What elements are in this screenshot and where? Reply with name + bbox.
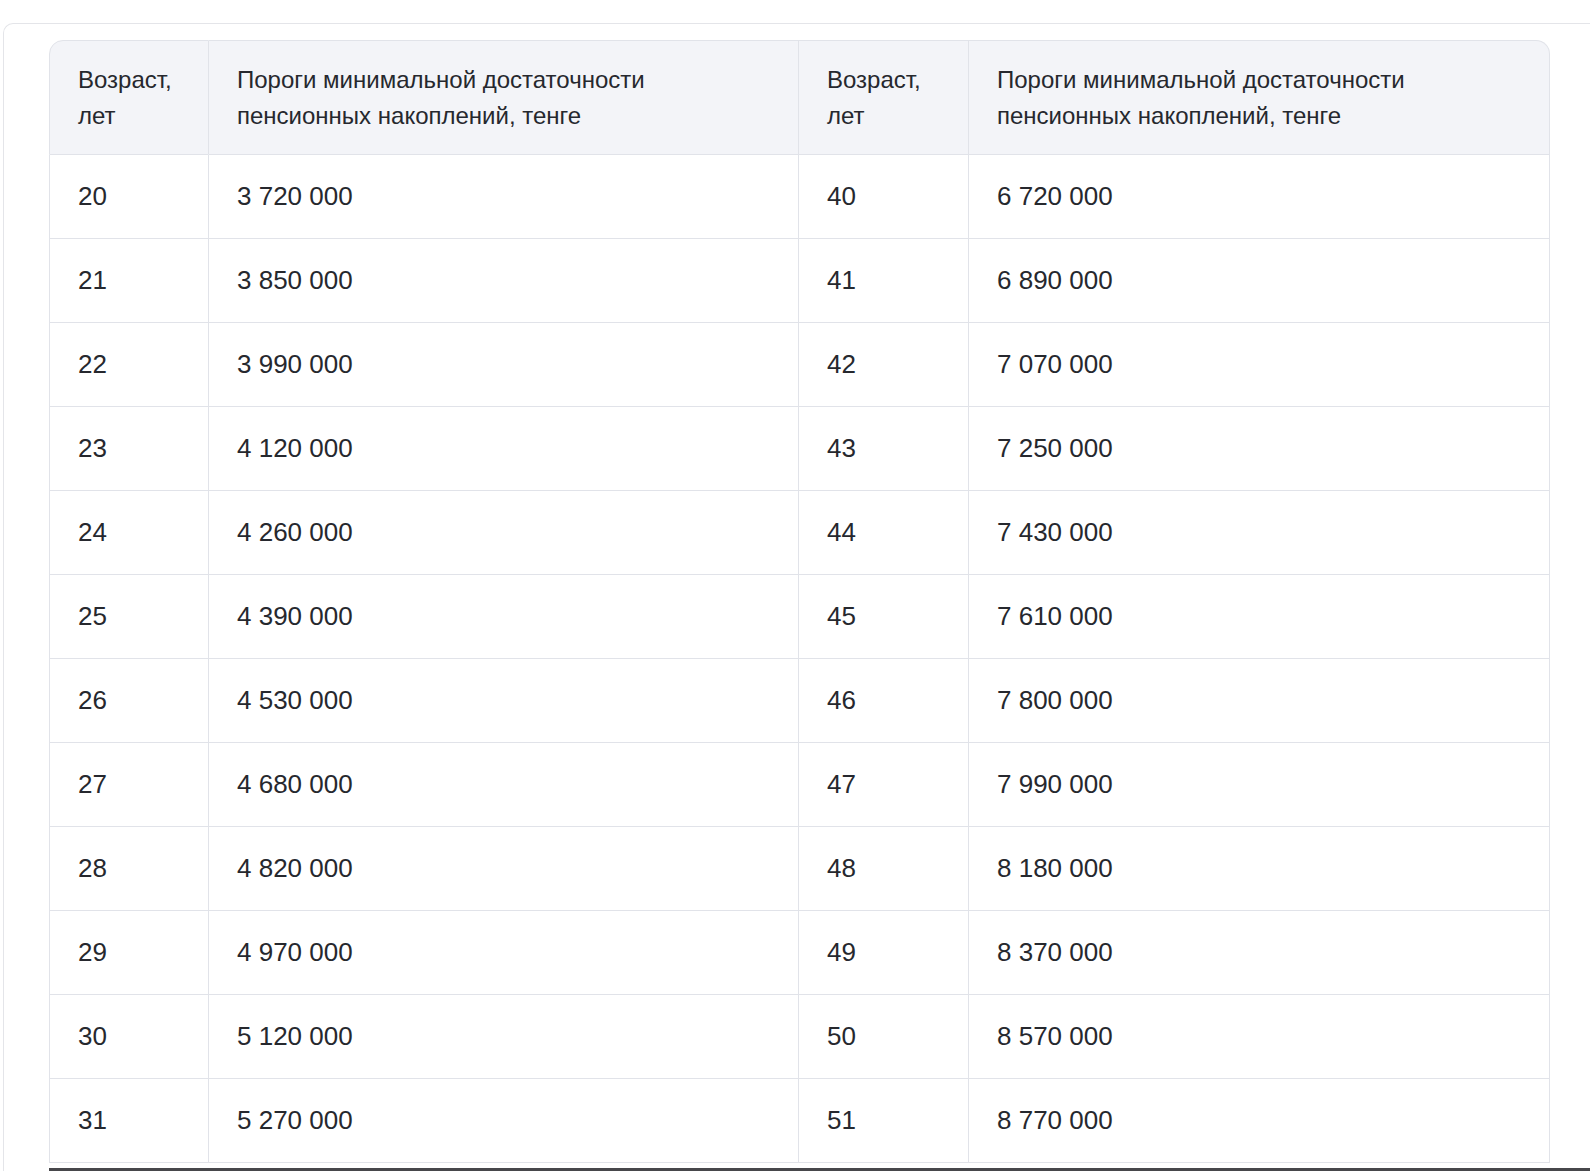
value-cell-right: 8 180 000 [969,827,1550,911]
value-cell-left: 5 270 000 [209,1079,799,1163]
table-row: 274 680 000477 990 000 [49,743,1550,827]
table-row: 213 850 000416 890 000 [49,239,1550,323]
value-cell-left: 4 680 000 [209,743,799,827]
value-cell-right: 7 610 000 [969,575,1550,659]
header-age-left: Возраст, лет [49,40,209,155]
age-cell-left: 30 [49,995,209,1079]
value-cell-right: 7 430 000 [969,491,1550,575]
table-row: 264 530 000467 800 000 [49,659,1550,743]
age-cell-right: 44 [799,491,969,575]
age-cell-left: 25 [49,575,209,659]
header-threshold-left: Пороги минимальной достаточности пенсион… [209,40,799,155]
header-threshold-left-line1: Пороги минимальной достаточности [237,62,774,98]
age-cell-right: 40 [799,155,969,239]
age-cell-left: 21 [49,239,209,323]
table-row: 284 820 000488 180 000 [49,827,1550,911]
age-cell-right: 41 [799,239,969,323]
value-cell-left: 3 720 000 [209,155,799,239]
age-cell-left: 22 [49,323,209,407]
age-cell-right: 49 [799,911,969,995]
age-cell-right: 45 [799,575,969,659]
table-row: 203 720 000406 720 000 [49,155,1550,239]
table-row: 244 260 000447 430 000 [49,491,1550,575]
age-cell-right: 48 [799,827,969,911]
value-cell-right: 7 250 000 [969,407,1550,491]
header-age-right: Возраст, лет [799,40,969,155]
table-row: 305 120 000508 570 000 [49,995,1550,1079]
value-cell-right: 8 770 000 [969,1079,1550,1163]
age-cell-left: 28 [49,827,209,911]
value-cell-left: 3 850 000 [209,239,799,323]
header-age-left-line1: Возраст, [78,62,184,98]
age-cell-right: 51 [799,1079,969,1163]
age-cell-right: 43 [799,407,969,491]
value-cell-left: 4 530 000 [209,659,799,743]
header-threshold-right: Пороги минимальной достаточности пенсион… [969,40,1550,155]
table-row: 223 990 000427 070 000 [49,323,1550,407]
header-threshold-left-line2: пенсионных накоплений, тенге [237,98,774,134]
value-cell-left: 4 260 000 [209,491,799,575]
table-row: 315 270 000518 770 000 [49,1079,1550,1163]
age-cell-right: 46 [799,659,969,743]
header-age-right-line1: Возраст, [827,62,944,98]
table-container: Возраст, лет Пороги минимальной достаточ… [49,40,1550,1163]
value-cell-right: 7 800 000 [969,659,1550,743]
value-cell-right: 8 370 000 [969,911,1550,995]
age-cell-left: 20 [49,155,209,239]
value-cell-left: 4 120 000 [209,407,799,491]
value-cell-left: 5 120 000 [209,995,799,1079]
header-age-right-line2: лет [827,98,944,134]
header-threshold-right-line2: пенсионных накоплений, тенге [997,98,1525,134]
age-cell-left: 23 [49,407,209,491]
value-cell-left: 3 990 000 [209,323,799,407]
age-cell-left: 26 [49,659,209,743]
age-cell-right: 47 [799,743,969,827]
age-cell-left: 29 [49,911,209,995]
age-cell-left: 24 [49,491,209,575]
value-cell-right: 7 070 000 [969,323,1550,407]
age-cell-left: 27 [49,743,209,827]
header-row: Возраст, лет Пороги минимальной достаточ… [49,40,1550,155]
header-threshold-right-line1: Пороги минимальной достаточности [997,62,1525,98]
table-row: 234 120 000437 250 000 [49,407,1550,491]
pension-thresholds-table: Возраст, лет Пороги минимальной достаточ… [49,40,1550,1163]
table-row: 294 970 000498 370 000 [49,911,1550,995]
age-cell-right: 50 [799,995,969,1079]
table-body: 203 720 000406 720 000213 850 000416 890… [49,155,1550,1163]
age-cell-left: 31 [49,1079,209,1163]
value-cell-right: 8 570 000 [969,995,1550,1079]
age-cell-right: 42 [799,323,969,407]
header-age-left-line2: лет [78,98,184,134]
value-cell-left: 4 820 000 [209,827,799,911]
value-cell-right: 6 720 000 [969,155,1550,239]
value-cell-right: 7 990 000 [969,743,1550,827]
value-cell-right: 6 890 000 [969,239,1550,323]
value-cell-left: 4 970 000 [209,911,799,995]
value-cell-left: 4 390 000 [209,575,799,659]
table-row: 254 390 000457 610 000 [49,575,1550,659]
